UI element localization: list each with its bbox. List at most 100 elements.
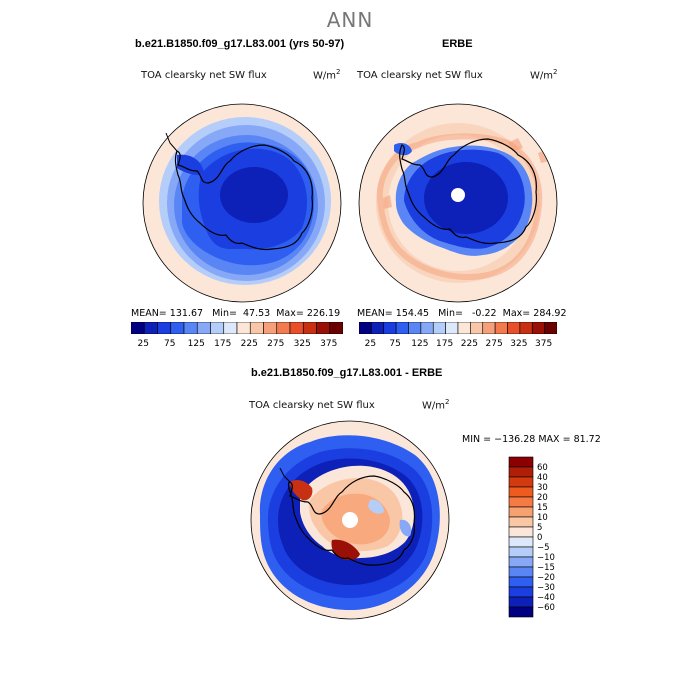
panel1-map-border [142, 103, 342, 303]
colorbar-tick-label: −15 [537, 563, 555, 573]
panel3-contour-level [331, 539, 360, 561]
panel2-units-label: W/m2 [530, 68, 558, 82]
colorbar-tick-label: −20 [537, 573, 555, 583]
panel2-polar-map [358, 103, 558, 303]
panel1-variable-label: TOA clearsky net SW flux [141, 70, 267, 81]
panel2-stats: MEAN= 154.45 Min= -0.22 Max= 284.92 [357, 308, 567, 319]
panel1-stats: MEAN= 131.67 Min= 47.53 Max= 226.19 [131, 308, 341, 319]
colorbar-swatch [445, 322, 459, 334]
panel1-contour-level [220, 167, 288, 223]
panel1-colorbar [131, 322, 343, 334]
panel3-peninsula-coastline [279, 467, 291, 483]
colorbar-swatch [508, 526, 534, 538]
colorbar-tick-label: 275 [486, 339, 503, 349]
season-title: ANN [326, 8, 374, 32]
panel2-colorbar [359, 322, 557, 334]
colorbar-tick-label: 75 [164, 339, 175, 349]
colorbar-swatch [408, 322, 422, 334]
panel3-case-title: b.e21.B1850.f09_g17.L83.001 - ERBE [251, 367, 443, 379]
panel2-contour-level [508, 138, 523, 151]
colorbar-tick-label: 375 [320, 339, 337, 349]
colorbar-swatch [236, 322, 251, 334]
colorbar-swatch [316, 322, 331, 334]
colorbar-swatch [359, 322, 372, 334]
colorbar-swatch [508, 466, 534, 478]
colorbar-tick-label: 10 [537, 513, 548, 523]
colorbar-swatch [507, 322, 521, 334]
panel3-antarctica-coastline [287, 475, 416, 566]
colorbar-tick-label: −60 [537, 603, 555, 613]
colorbar-swatch [508, 536, 534, 548]
colorbar-tick-label: 175 [214, 339, 231, 349]
colorbar-swatch [131, 322, 145, 334]
panel1-units-label: W/m2 [313, 68, 341, 82]
colorbar-swatch [544, 322, 557, 334]
colorbar-swatch [508, 456, 534, 468]
colorbar-tick-label: −40 [537, 593, 555, 603]
panel3-contour-level [290, 480, 313, 501]
colorbar-swatch [383, 322, 397, 334]
colorbar-swatch [531, 322, 545, 334]
panel1-peninsula-coastline [165, 132, 178, 152]
colorbar-tick-label: 325 [294, 339, 311, 349]
colorbar-swatch [457, 322, 471, 334]
colorbar-swatch [508, 486, 534, 498]
colorbar-tick-label: 175 [436, 339, 453, 349]
colorbar-tick-label: −10 [537, 553, 555, 563]
panel1-case-title: b.e21.B1850.f09_g17.L83.001 (yrs 50-97) [135, 38, 345, 50]
panel3-pole-hole [342, 512, 358, 528]
colorbar-swatch [482, 322, 496, 334]
panel2-antarctica-coastline [399, 138, 537, 245]
colorbar-swatch [494, 322, 508, 334]
panel2-variable-label: TOA clearsky net SW flux [357, 70, 483, 81]
colorbar-swatch [508, 596, 534, 608]
colorbar-swatch [329, 322, 343, 334]
colorbar-tick-label: 225 [241, 339, 258, 349]
panel2-contour-level [383, 195, 392, 209]
colorbar-swatch [289, 322, 304, 334]
colorbar-swatch [263, 322, 278, 334]
colorbar-swatch [508, 546, 534, 558]
panel3-contour-level [368, 499, 384, 514]
colorbar-swatch [420, 322, 434, 334]
colorbar-tick-label: 75 [389, 339, 400, 349]
panel3-variable-label: TOA clearsky net SW flux [249, 400, 375, 411]
colorbar-swatch [223, 322, 238, 334]
colorbar-tick-label: 275 [267, 339, 284, 349]
panel3-map-border [250, 420, 450, 620]
colorbar-swatch [371, 322, 385, 334]
panel2-colorbar-ticks: 25 75 125 175 225 275 325 375 [365, 339, 553, 349]
panel3-polar-map [250, 420, 450, 620]
panel3-units-label: W/m2 [422, 398, 450, 412]
panel2-case-title: ERBE [442, 38, 473, 50]
colorbar-swatch [470, 322, 484, 334]
colorbar-tick-label: 25 [138, 339, 149, 349]
colorbar-tick-label: 60 [537, 463, 548, 473]
colorbar-swatch [302, 322, 317, 334]
panel2-map-border [358, 103, 558, 303]
panel3-stats: MIN = −136.28 MAX = 81.72 [462, 434, 601, 445]
colorbar-swatch [508, 476, 534, 488]
colorbar-swatch [157, 322, 172, 334]
panel1-polar-map [142, 103, 342, 303]
colorbar-tick-label: 325 [510, 339, 527, 349]
colorbar-swatch [170, 322, 185, 334]
panel1-contour-level [177, 154, 204, 176]
colorbar-tick-label: 25 [365, 339, 376, 349]
colorbar-swatch [210, 322, 225, 334]
colorbar-tick-label: 15 [537, 503, 548, 513]
colorbar-swatch [508, 496, 534, 508]
colorbar-tick-label: −5 [537, 543, 550, 553]
colorbar-swatch [183, 322, 198, 334]
panel2-contour-ring [376, 133, 543, 280]
colorbar-swatch [432, 322, 446, 334]
colorbar-tick-label: 5 [537, 523, 542, 533]
colorbar-swatch [196, 322, 211, 334]
colorbar-tick-label: 375 [535, 339, 552, 349]
colorbar-swatch [143, 322, 158, 334]
colorbar-swatch [249, 322, 264, 334]
panel2-contour-level [424, 162, 508, 234]
colorbar-swatch [508, 576, 534, 588]
panel1-colorbar-ticks: 25 75 125 175 225 275 325 375 [138, 339, 338, 349]
